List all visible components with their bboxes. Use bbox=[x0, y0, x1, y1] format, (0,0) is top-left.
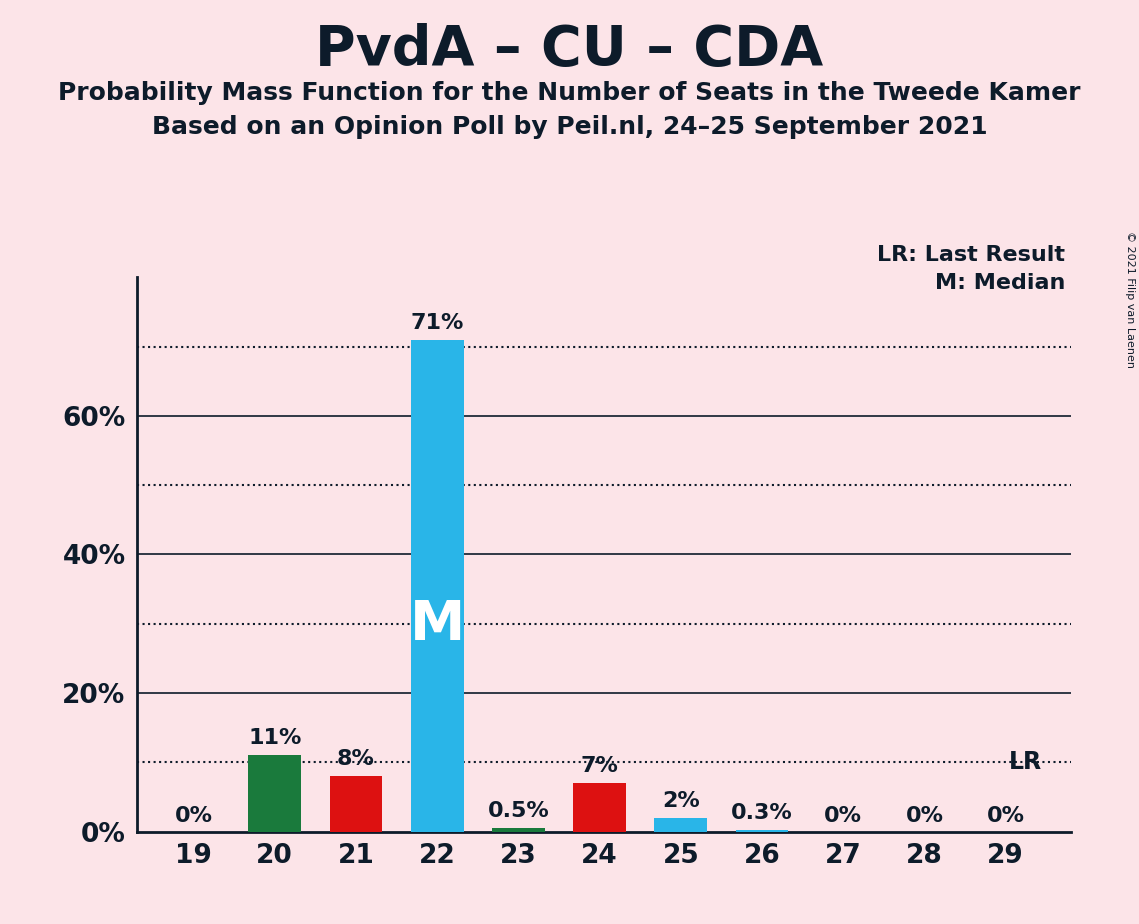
Text: 71%: 71% bbox=[410, 312, 464, 333]
Text: 2%: 2% bbox=[662, 791, 699, 811]
Text: LR: Last Result: LR: Last Result bbox=[877, 245, 1065, 265]
Bar bbox=[248, 756, 301, 832]
Text: 0%: 0% bbox=[906, 806, 943, 826]
Text: 11%: 11% bbox=[248, 728, 302, 748]
Text: 7%: 7% bbox=[581, 756, 618, 776]
Text: 0%: 0% bbox=[174, 806, 213, 826]
Bar bbox=[329, 776, 383, 832]
Bar bbox=[655, 818, 707, 832]
Text: M: M bbox=[410, 598, 465, 652]
Text: PvdA – CU – CDA: PvdA – CU – CDA bbox=[316, 23, 823, 77]
Text: Based on an Opinion Poll by Peil.nl, 24–25 September 2021: Based on an Opinion Poll by Peil.nl, 24–… bbox=[151, 115, 988, 139]
Text: 0%: 0% bbox=[986, 806, 1025, 826]
Text: © 2021 Filip van Laenen: © 2021 Filip van Laenen bbox=[1125, 231, 1134, 368]
Text: 0.3%: 0.3% bbox=[731, 803, 793, 822]
Text: M: Median: M: Median bbox=[935, 273, 1065, 293]
Bar bbox=[411, 340, 464, 832]
Bar bbox=[573, 783, 626, 832]
Text: Probability Mass Function for the Number of Seats in the Tweede Kamer: Probability Mass Function for the Number… bbox=[58, 81, 1081, 105]
Text: 0.5%: 0.5% bbox=[487, 801, 549, 821]
Text: 8%: 8% bbox=[337, 749, 375, 769]
Text: 0%: 0% bbox=[825, 806, 862, 826]
Bar bbox=[736, 830, 788, 832]
Text: LR: LR bbox=[1009, 750, 1042, 774]
Bar bbox=[492, 828, 544, 832]
